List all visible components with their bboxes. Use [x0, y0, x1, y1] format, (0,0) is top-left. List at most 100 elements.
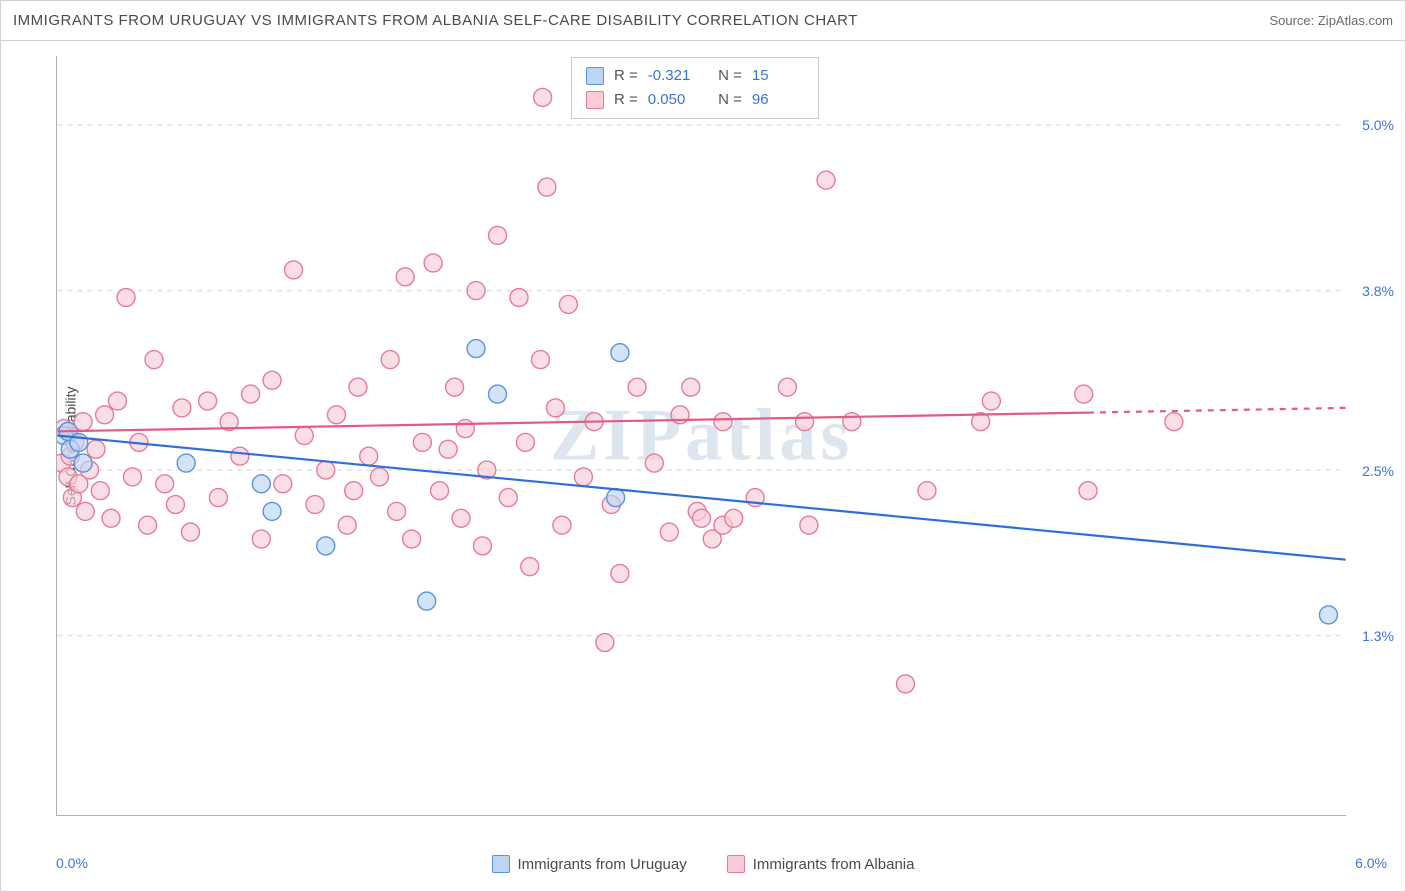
scatter-point — [431, 482, 449, 500]
scatter-point — [843, 413, 861, 431]
bottom-legend: Immigrants from Uruguay Immigrants from A… — [1, 855, 1405, 873]
scatter-point — [96, 406, 114, 424]
scatter-point — [177, 454, 195, 472]
legend-swatch — [586, 91, 604, 109]
scatter-point — [982, 392, 1000, 410]
scatter-point — [682, 378, 700, 396]
scatter-point — [285, 261, 303, 279]
stat-r-value: 0.050 — [648, 88, 700, 112]
scatter-point — [467, 340, 485, 358]
y-tick-label: 2.5% — [1362, 463, 1394, 479]
scatter-point — [306, 496, 324, 514]
scatter-point — [547, 399, 565, 417]
scatter-point — [76, 502, 94, 520]
scatter-point — [1319, 606, 1337, 624]
scatter-point — [918, 482, 936, 500]
scatter-point — [263, 371, 281, 389]
scatter-point — [611, 344, 629, 362]
scatter-point — [327, 406, 345, 424]
scatter-point — [338, 516, 356, 534]
legend-swatch — [492, 855, 510, 873]
legend-label: Immigrants from Uruguay — [518, 856, 687, 873]
stat-n-label: N = — [710, 88, 742, 112]
stat-n-value: 96 — [752, 88, 804, 112]
scatter-point — [611, 565, 629, 583]
scatter-point — [510, 289, 528, 307]
scatter-point — [489, 226, 507, 244]
scatter-point — [489, 385, 507, 403]
y-tick-label: 1.3% — [1362, 628, 1394, 644]
scatter-point — [124, 468, 142, 486]
scatter-point — [388, 502, 406, 520]
scatter-point — [725, 509, 743, 527]
scatter-point — [534, 88, 552, 106]
scatter-point — [295, 427, 313, 445]
scatter-point — [91, 482, 109, 500]
stat-r-label: R = — [614, 64, 638, 88]
scatter-point — [607, 489, 625, 507]
chart-container: IMMIGRANTS FROM URUGUAY VS IMMIGRANTS FR… — [0, 0, 1406, 892]
scatter-point — [145, 351, 163, 369]
scatter-point — [274, 475, 292, 493]
scatter-point — [317, 537, 335, 555]
scatter-point — [413, 433, 431, 451]
scatter-point — [531, 351, 549, 369]
scatter-point — [360, 447, 378, 465]
y-tick-label: 5.0% — [1362, 117, 1394, 133]
scatter-point — [714, 413, 732, 431]
scatter-point — [628, 378, 646, 396]
x-min-label: 0.0% — [56, 855, 88, 871]
scatter-point — [418, 592, 436, 610]
scatter-point — [1075, 385, 1093, 403]
y-tick-label: 3.8% — [1362, 283, 1394, 299]
scatter-point — [156, 475, 174, 493]
scatter-point — [800, 516, 818, 534]
scatter-point — [252, 475, 270, 493]
stat-n-value: 15 — [752, 64, 804, 88]
trend-line-dashed — [1088, 408, 1346, 413]
scatter-point — [370, 468, 388, 486]
scatter-point — [102, 509, 120, 527]
scatter-point — [231, 447, 249, 465]
scatter-point — [345, 482, 363, 500]
scatter-point — [574, 468, 592, 486]
scatter-point — [1165, 413, 1183, 431]
plot-area: ZIPatlas 1.3%2.5%3.8%5.0% — [56, 56, 1346, 816]
title-bar: IMMIGRANTS FROM URUGUAY VS IMMIGRANTS FR… — [1, 1, 1405, 41]
scatter-point — [252, 530, 270, 548]
scatter-point — [456, 420, 474, 438]
scatter-point — [467, 282, 485, 300]
scatter-point — [693, 509, 711, 527]
legend-swatch — [586, 67, 604, 85]
scatter-point — [521, 558, 539, 576]
scatter-point — [778, 378, 796, 396]
source-label: Source: ZipAtlas.com — [1269, 13, 1393, 28]
scatter-point — [87, 440, 105, 458]
scatter-point — [559, 295, 577, 313]
stats-legend: R = -0.321 N = 15R = 0.050 N = 96 — [571, 57, 819, 119]
scatter-point — [173, 399, 191, 417]
trend-line — [57, 436, 1345, 560]
scatter-point — [1079, 482, 1097, 500]
scatter-point — [317, 461, 335, 479]
scatter-point — [446, 378, 464, 396]
scatter-point — [660, 523, 678, 541]
scatter-point — [474, 537, 492, 555]
trend-line — [57, 413, 1088, 432]
scatter-point — [817, 171, 835, 189]
scatter-point — [499, 489, 517, 507]
chart-title: IMMIGRANTS FROM URUGUAY VS IMMIGRANTS FR… — [13, 12, 858, 29]
scatter-point — [139, 516, 157, 534]
scatter-point — [424, 254, 442, 272]
stat-n-label: N = — [710, 64, 742, 88]
x-max-label: 6.0% — [1355, 855, 1387, 871]
scatter-point — [74, 454, 92, 472]
legend-item: Immigrants from Albania — [727, 855, 915, 873]
scatter-point — [263, 502, 281, 520]
scatter-point — [516, 433, 534, 451]
scatter-point — [645, 454, 663, 472]
scatter-point — [209, 489, 227, 507]
scatter-point — [166, 496, 184, 514]
plot-svg — [57, 56, 1346, 815]
scatter-point — [349, 378, 367, 396]
